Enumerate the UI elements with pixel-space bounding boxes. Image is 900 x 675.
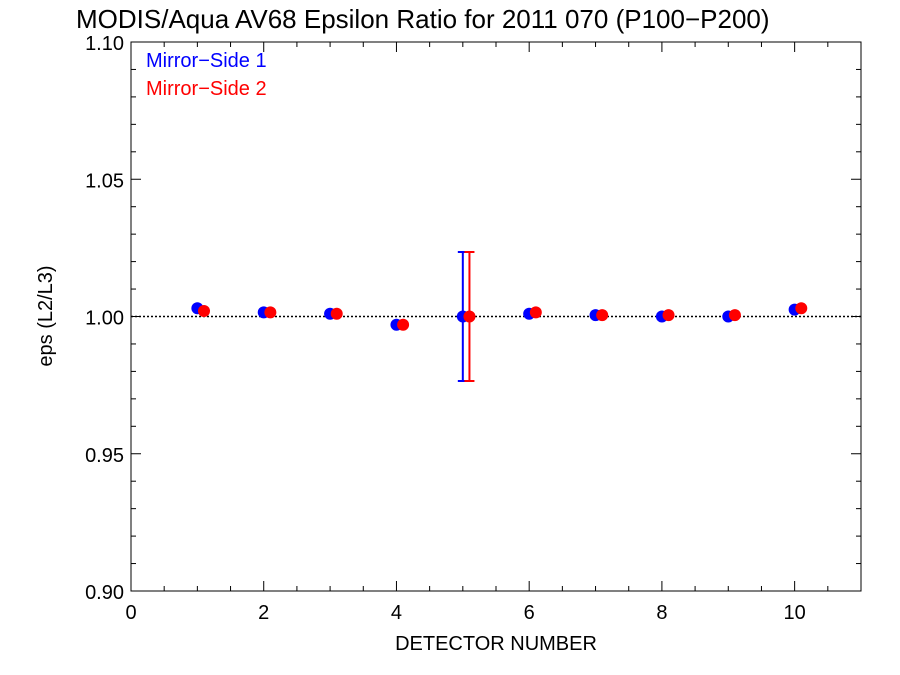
x-axis-label: DETECTOR NUMBER bbox=[395, 633, 597, 655]
x-tick-label: 4 bbox=[391, 602, 402, 624]
y-tick-label: 0.90 bbox=[85, 582, 124, 604]
x-tick-label: 10 bbox=[784, 602, 806, 624]
point-series-2-detector-8 bbox=[662, 309, 675, 322]
x-tick-label: 8 bbox=[656, 602, 667, 624]
x-tick-label: 0 bbox=[125, 602, 136, 624]
y-tick-label: 1.00 bbox=[85, 308, 124, 330]
legend-entry-mirror-side-1: Mirror−Side 1 bbox=[146, 50, 267, 72]
y-tick-label: 1.05 bbox=[85, 170, 124, 192]
point-series-2-detector-1 bbox=[198, 305, 210, 318]
legend-entry-mirror-side-2: Mirror−Side 2 bbox=[146, 78, 267, 100]
axis-ticks bbox=[130, 41, 861, 592]
point-series-2-detector-2 bbox=[264, 306, 277, 319]
y-tick-label: 1.10 bbox=[85, 33, 124, 55]
x-tick-label: 2 bbox=[258, 602, 269, 624]
point-series-2-detector-4 bbox=[397, 318, 410, 331]
point-series-2-detector-10 bbox=[795, 302, 808, 315]
point-series-2-detector-9 bbox=[728, 309, 741, 322]
point-series-2-detector-3 bbox=[330, 307, 343, 320]
point-series-2-detector-5 bbox=[463, 310, 476, 323]
chart-title: MODIS/Aqua AV68 Epsilon Ratio for 2011 0… bbox=[76, 4, 770, 34]
y-tick-label: 0.95 bbox=[85, 445, 124, 467]
data-points bbox=[191, 302, 808, 331]
axis-tick-labels: 0 2 4 6 8 10 0.90 0.95 1.00 1.05 1.10 bbox=[85, 33, 806, 624]
point-series-2-detector-7 bbox=[596, 309, 609, 322]
x-tick-label: 6 bbox=[524, 602, 535, 624]
point-series-2-detector-6 bbox=[529, 306, 542, 319]
y-axis-label: eps (L2/L3) bbox=[35, 265, 57, 366]
